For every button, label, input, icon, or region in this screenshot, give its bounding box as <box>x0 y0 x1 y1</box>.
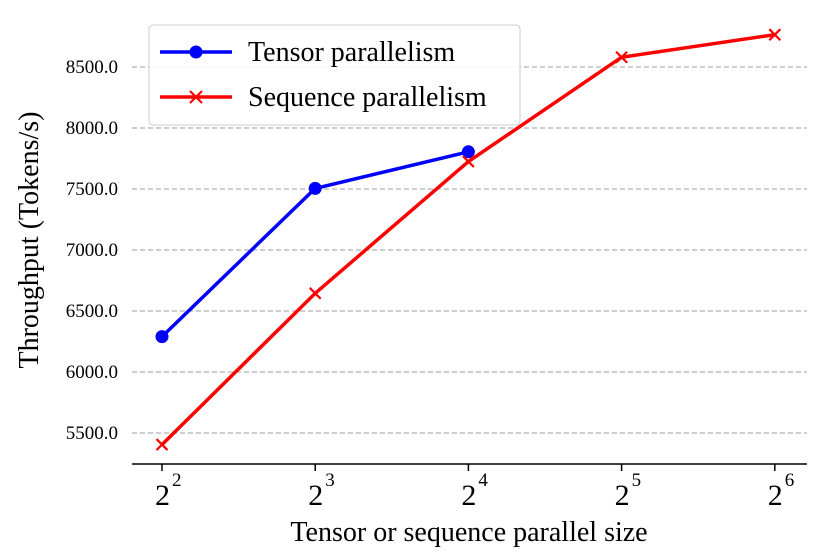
y-tick-label: 8500.0 <box>66 57 118 78</box>
y-tick-labels: 5500.0 6000.0 6500.0 7000.0 7500.0 8000.0 8500… <box>66 57 118 444</box>
data-point-sequence <box>462 155 475 168</box>
x-tick-label: 2 <box>615 479 630 512</box>
x-tick-exponent: 3 <box>325 470 335 491</box>
y-axis-label: Throughput (Tokens/s) <box>14 111 45 368</box>
data-point-tensor <box>461 145 475 159</box>
y-tick-label: 5500.0 <box>66 423 118 444</box>
legend-label-sequence: Sequence parallelism <box>248 82 487 113</box>
data-point-sequence <box>768 28 782 41</box>
y-tick-label: 7000.0 <box>66 240 118 261</box>
x-tick-exponent: 6 <box>785 470 795 491</box>
legend-marker-sequence <box>189 90 203 104</box>
y-tick-label: 6500.0 <box>66 301 118 322</box>
legend: Tensor parallelism Sequence parallelism <box>148 24 521 126</box>
x-tick-label: 2 <box>768 479 783 512</box>
series-line-tensor <box>160 150 469 338</box>
y-tick-label: 8000.0 <box>66 118 118 139</box>
legend-label-tensor: Tensor parallelism <box>248 37 455 68</box>
legend-entry-sequence: Sequence parallelism <box>160 82 487 113</box>
data-point-tensor <box>308 181 322 195</box>
x-axis <box>132 463 807 471</box>
x-tick-label: 2 <box>308 479 323 512</box>
data-point-sequence <box>615 50 628 64</box>
x-tick-exponent: 5 <box>632 470 642 491</box>
x-tick-label: 2 <box>461 479 476 512</box>
data-point-sequence <box>308 287 322 300</box>
data-point-tensor <box>155 330 169 344</box>
legend-marker-tensor <box>189 45 203 59</box>
series-lines <box>155 28 782 451</box>
data-point-sequence <box>155 438 169 451</box>
legend-entry-tensor: Tensor parallelism <box>160 37 455 68</box>
y-tick-label: 7500.0 <box>66 179 118 200</box>
x-tick-exponent: 4 <box>478 470 488 491</box>
x-tick-label: 2 <box>155 479 170 512</box>
x-tick-exponent: 2 <box>172 470 182 491</box>
x-axis-label: Tensor or sequence parallel size <box>290 517 647 548</box>
y-tick-label: 6000.0 <box>66 362 118 383</box>
legend-box <box>148 24 521 126</box>
